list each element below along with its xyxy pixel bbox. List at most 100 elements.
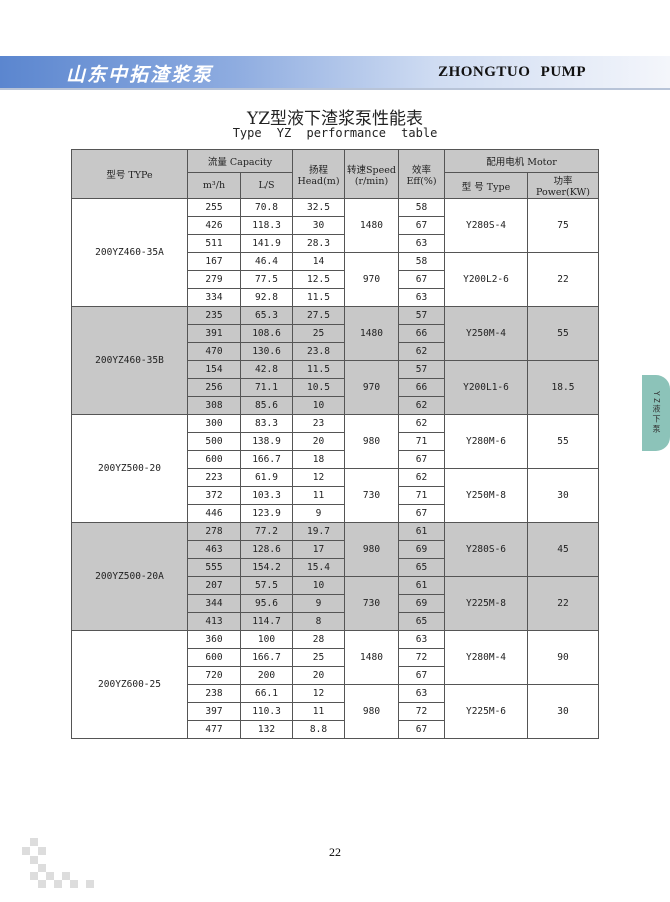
eff-cell: 71 xyxy=(398,486,445,505)
head-cell: 20 xyxy=(292,666,345,685)
ls-cell: 71.1 xyxy=(240,378,293,397)
eff-cell: 69 xyxy=(398,540,445,559)
table-row: 200YZ500-20A 278 77.2 19.7 980 61 Y280S-6 45 xyxy=(71,522,599,631)
head-cell: 17 xyxy=(292,540,345,559)
m3h-cell: 344 xyxy=(187,594,241,613)
m3h-cell: 255 xyxy=(187,198,241,217)
head-cell: 11.5 xyxy=(292,288,345,307)
power-cell: 45 xyxy=(527,522,599,577)
table-row: 200YZ460-35B 235 65.3 27.5 1480 57 Y250M-4 55 xyxy=(71,306,599,415)
m3h-cell: 397 xyxy=(187,702,241,721)
table-row: 308 85.6 10 62 xyxy=(72,396,599,415)
col-ls: L/S xyxy=(240,172,293,199)
brand-cn: 山东中拓渣浆泵 xyxy=(66,64,214,86)
head-cell: 11 xyxy=(292,486,345,505)
decorative-square xyxy=(46,872,54,880)
motor-type-cell: Y225M-6 xyxy=(444,684,528,739)
motor-type-cell: Y250M-8 xyxy=(444,468,528,523)
eff-cell: 65 xyxy=(398,612,445,631)
m3h-cell: 600 xyxy=(187,648,241,667)
ls-cell: 85.6 xyxy=(240,396,293,415)
table-row: 223 61.9 12 730 62 Y250M-8 30 xyxy=(72,468,599,523)
page-number: 22 xyxy=(329,845,341,859)
ls-cell: 130.6 xyxy=(240,342,293,361)
power-cell: 30 xyxy=(527,684,599,739)
head-cell: 11.5 xyxy=(292,360,345,379)
ls-cell: 138.9 xyxy=(240,432,293,451)
decorative-square xyxy=(70,880,78,888)
m3h-cell: 500 xyxy=(187,432,241,451)
head-cell: 19.7 xyxy=(292,522,345,541)
head-cell: 28 xyxy=(292,630,345,649)
m3h-cell: 238 xyxy=(187,684,241,703)
motor-type-cell: Y280S-6 xyxy=(444,522,528,577)
decorative-square xyxy=(22,847,30,855)
eff-cell: 72 xyxy=(398,648,445,667)
decorative-square xyxy=(38,847,46,855)
col-model: 型号 TYPe xyxy=(71,149,188,199)
eff-cell: 67 xyxy=(398,450,445,469)
ls-cell: 123.9 xyxy=(240,504,293,523)
eff-cell: 63 xyxy=(398,288,445,307)
speed-cell: 730 xyxy=(344,576,399,631)
m3h-cell: 720 xyxy=(187,666,241,685)
table-row: 200YZ460-35A 255 70.8 32.5 1480 58 Y280S-4 75 xyxy=(71,198,599,307)
col-power: 功率Power(KW) xyxy=(527,172,599,199)
eff-cell: 62 xyxy=(398,396,445,415)
ls-cell: 95.6 xyxy=(240,594,293,613)
head-cell: 32.5 xyxy=(292,198,345,217)
model-cell: 200YZ500-20 xyxy=(71,414,188,523)
m3h-cell: 360 xyxy=(187,630,241,649)
m3h-cell: 235 xyxy=(187,306,241,325)
head-cell: 10 xyxy=(292,576,345,595)
motor-type-cell: Y280M-4 xyxy=(444,630,528,685)
motor-type-cell: Y225M-8 xyxy=(444,576,528,631)
eff-cell: 57 xyxy=(398,306,445,325)
ls-cell: 114.7 xyxy=(240,612,293,631)
power-cell: 22 xyxy=(527,252,599,307)
m3h-cell: 154 xyxy=(187,360,241,379)
eff-cell: 69 xyxy=(398,594,445,613)
m3h-cell: 308 xyxy=(187,396,241,415)
ls-cell: 46.4 xyxy=(240,252,293,271)
ls-cell: 128.6 xyxy=(240,540,293,559)
m3h-cell: 334 xyxy=(187,288,241,307)
table-row: 600 166.7 25 72 xyxy=(72,648,599,667)
table-row: 200YZ500-20 300 83.3 23 980 62 Y280M-6 55 xyxy=(71,414,599,523)
speed-cell: 730 xyxy=(344,468,399,523)
ls-cell: 141.9 xyxy=(240,234,293,253)
m3h-cell: 391 xyxy=(187,324,241,343)
decorative-square xyxy=(86,880,94,888)
head-cell: 12 xyxy=(292,468,345,487)
motor-type-cell: Y200L1-6 xyxy=(444,360,528,415)
m3h-cell: 511 xyxy=(187,234,241,253)
eff-cell: 58 xyxy=(398,198,445,217)
table-row: 720 200 20 67 xyxy=(72,666,599,685)
table-row: 154 42.8 11.5 970 57 Y200L1-6 18.5 xyxy=(72,360,599,415)
side-tab[interactable]: YZ液下泵 xyxy=(642,375,670,451)
eff-cell: 67 xyxy=(398,270,445,289)
table-row: 207 57.5 10 730 61 Y225M-8 22 xyxy=(72,576,599,631)
decorative-square xyxy=(62,872,70,880)
head-cell: 11 xyxy=(292,702,345,721)
table-row: 344 95.6 9 69 xyxy=(72,594,599,613)
head-cell: 10.5 xyxy=(292,378,345,397)
speed-cell: 1480 xyxy=(344,630,399,685)
m3h-cell: 600 xyxy=(187,450,241,469)
decorative-square xyxy=(30,856,38,864)
head-cell: 9 xyxy=(292,504,345,523)
eff-cell: 63 xyxy=(398,234,445,253)
head-cell: 18 xyxy=(292,450,345,469)
speed-cell: 1480 xyxy=(344,306,399,361)
motor-type-cell: Y250M-4 xyxy=(444,306,528,361)
power-cell: 30 xyxy=(527,468,599,523)
table-row: 334 92.8 11.5 63 xyxy=(72,288,599,307)
ls-cell: 66.1 xyxy=(240,684,293,703)
eff-cell: 63 xyxy=(398,630,445,649)
motor-type-cell: Y200L2-6 xyxy=(444,252,528,307)
head-cell: 8 xyxy=(292,612,345,631)
power-cell: 55 xyxy=(527,414,599,469)
brand-en: ZHONGTUO PUMP xyxy=(438,64,586,80)
decorative-square xyxy=(54,880,62,888)
eff-cell: 67 xyxy=(398,720,445,739)
